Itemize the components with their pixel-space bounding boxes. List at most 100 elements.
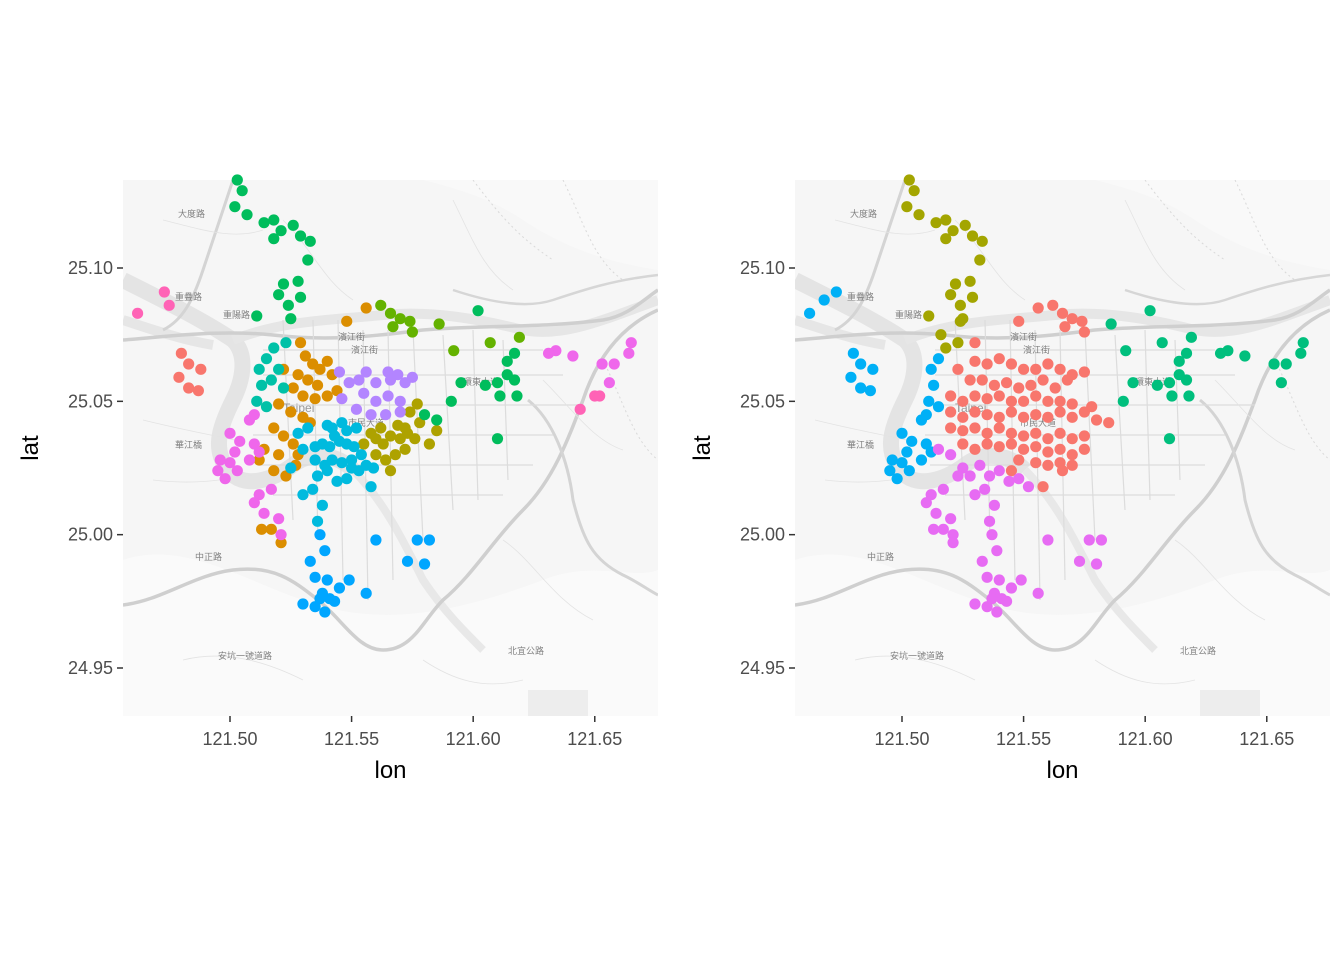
- data-point: [981, 438, 993, 450]
- data-point: [1037, 481, 1049, 493]
- data-point: [1017, 411, 1030, 423]
- data-point: [275, 225, 287, 237]
- data-point: [928, 523, 940, 535]
- data-point: [360, 302, 372, 314]
- data-point: [901, 201, 913, 213]
- data-point: [1025, 379, 1037, 391]
- data-point: [1030, 390, 1042, 402]
- data-point: [952, 470, 964, 482]
- data-point: [1005, 395, 1018, 407]
- data-point: [1054, 395, 1066, 407]
- y-tick-label: 25.10: [68, 258, 113, 278]
- x-axis-title: lon: [1046, 757, 1078, 784]
- cluster-1: [945, 299, 1115, 493]
- cluster-10: [212, 337, 637, 541]
- cluster-8: [297, 529, 436, 618]
- data-point: [923, 395, 935, 407]
- data-point: [625, 337, 637, 349]
- data-point: [268, 233, 280, 245]
- data-point: [248, 497, 260, 509]
- data-point: [350, 403, 363, 415]
- data-point: [508, 347, 521, 359]
- data-point: [1054, 363, 1066, 375]
- data-point: [1280, 358, 1292, 370]
- data-point: [1032, 587, 1044, 599]
- data-point: [896, 427, 908, 439]
- data-point: [382, 390, 394, 402]
- cluster-2: [901, 174, 988, 354]
- x-tick-label: 121.50: [874, 729, 929, 749]
- data-point: [192, 385, 204, 397]
- data-point: [277, 278, 290, 290]
- data-point: [268, 214, 280, 226]
- data-point: [945, 422, 957, 434]
- data-point: [287, 382, 299, 394]
- data-point: [1042, 358, 1054, 370]
- data-point: [1103, 417, 1115, 429]
- cluster-7: [285, 417, 380, 527]
- data-point: [387, 321, 399, 333]
- data-point: [360, 587, 372, 599]
- data-point: [345, 454, 358, 466]
- data-point: [224, 457, 236, 469]
- data-point: [1005, 438, 1018, 450]
- y-tick-label: 25.05: [740, 391, 785, 411]
- data-point: [1185, 331, 1197, 343]
- data-point: [321, 574, 333, 586]
- data-point: [608, 358, 620, 370]
- data-point: [277, 430, 290, 442]
- y-tick-label: 24.95: [740, 658, 785, 678]
- data-point: [1066, 459, 1078, 471]
- data-point: [542, 347, 555, 359]
- data-point: [855, 358, 867, 370]
- data-point: [491, 377, 504, 389]
- data-point: [324, 441, 336, 453]
- panel-2: 121.50 121.55 121.60 121.65 24.95 25.00 25.05 2…: [689, 174, 1330, 784]
- data-point: [375, 299, 387, 311]
- points-layer: [803, 174, 1309, 618]
- data-point: [867, 363, 879, 375]
- data-point: [923, 310, 935, 322]
- data-point: [411, 398, 423, 410]
- data-point: [273, 398, 285, 410]
- data-point: [959, 219, 971, 231]
- data-point: [969, 355, 981, 367]
- data-point: [236, 185, 248, 197]
- data-point: [287, 438, 299, 450]
- data-point: [297, 489, 309, 501]
- data-point: [1056, 465, 1069, 477]
- data-point: [365, 481, 377, 493]
- data-point: [511, 390, 523, 402]
- data-point: [940, 342, 952, 354]
- data-point: [1030, 409, 1042, 421]
- data-point: [993, 353, 1005, 365]
- data-point: [355, 449, 367, 461]
- data-point: [1166, 390, 1178, 402]
- x-tick-label: 121.65: [567, 729, 622, 749]
- data-point: [1066, 411, 1078, 423]
- data-point: [1083, 534, 1095, 546]
- data-point: [986, 593, 998, 605]
- data-point: [969, 337, 981, 349]
- cluster-5: [920, 443, 1108, 618]
- data-point: [1173, 355, 1185, 367]
- data-point: [952, 363, 964, 375]
- data-point: [231, 174, 243, 186]
- x-tick-label: 121.60: [446, 729, 501, 749]
- data-point: [845, 371, 857, 383]
- data-point: [321, 355, 333, 367]
- data-point: [343, 377, 355, 389]
- data-point: [993, 441, 1005, 453]
- data-point: [508, 374, 521, 386]
- data-point: [292, 275, 304, 287]
- data-point: [265, 374, 277, 386]
- data-point: [1076, 315, 1088, 327]
- data-point: [1013, 315, 1025, 327]
- data-point: [976, 374, 988, 386]
- data-point: [1239, 350, 1251, 362]
- data-point: [930, 217, 942, 229]
- data-point: [358, 438, 370, 450]
- data-point: [957, 425, 969, 437]
